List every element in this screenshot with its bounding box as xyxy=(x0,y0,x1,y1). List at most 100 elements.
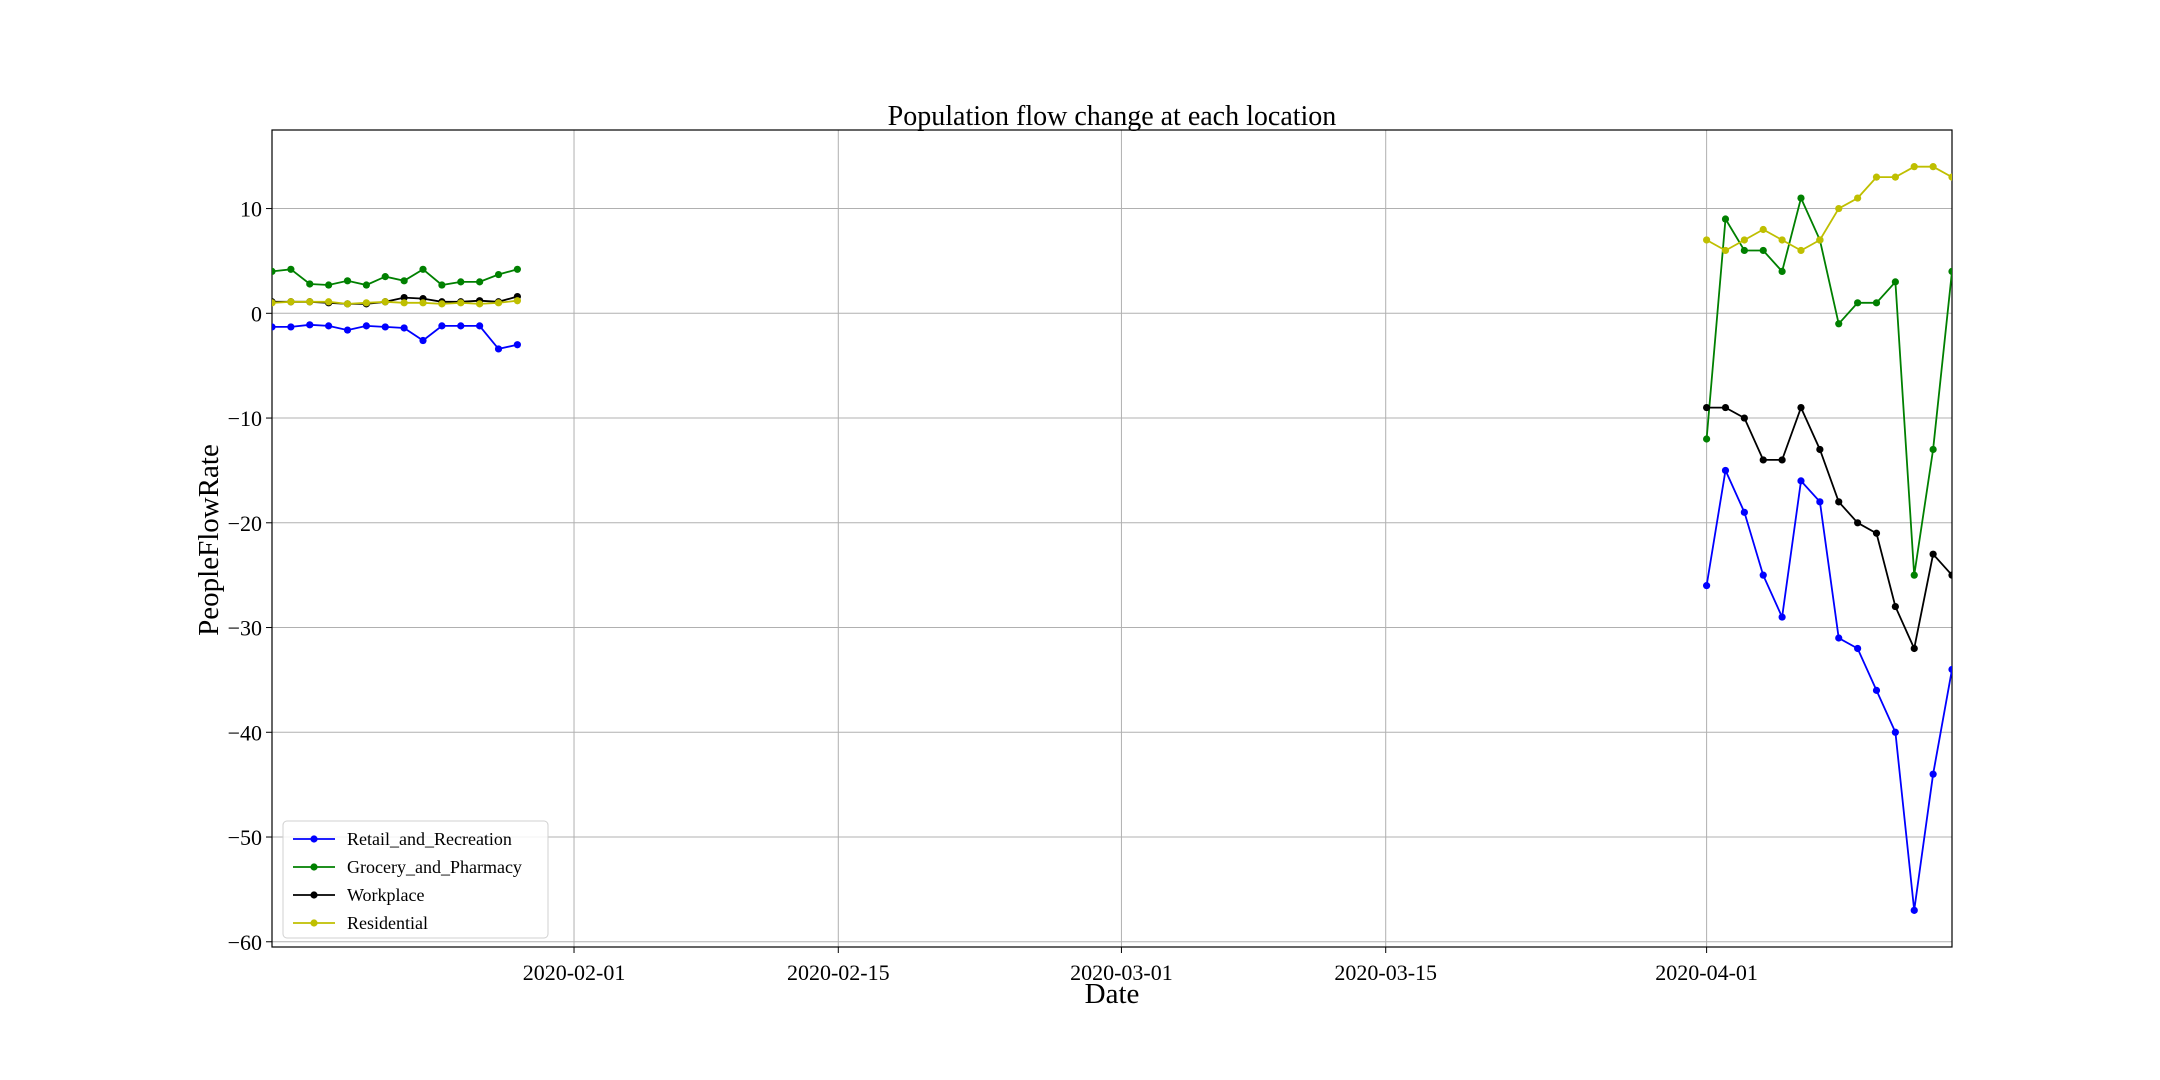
data-point xyxy=(1759,225,1767,234)
legend-label: Retail_and_Recreation xyxy=(347,829,512,849)
data-point xyxy=(1797,194,1805,202)
data-point xyxy=(419,299,427,307)
data-point xyxy=(306,280,314,288)
legend-swatch-marker xyxy=(310,891,318,899)
x-tick-label: 2020-03-15 xyxy=(1334,960,1437,985)
data-point xyxy=(1929,445,1937,454)
data-point xyxy=(1721,246,1730,255)
legend-item: Retail_and_Recreation xyxy=(293,829,512,849)
data-point xyxy=(1854,644,1862,653)
data-point xyxy=(476,300,484,308)
data-point xyxy=(494,299,503,307)
data-point xyxy=(1721,215,1730,223)
series-Workplace xyxy=(272,292,1952,653)
data-point xyxy=(513,341,521,349)
legend-frame xyxy=(282,820,549,939)
data-point xyxy=(1797,246,1805,255)
series-Retail_and_Recreation xyxy=(272,321,1952,914)
data-point xyxy=(1948,173,1952,181)
data-point xyxy=(1910,163,1918,171)
data-point xyxy=(306,298,314,306)
legend-label: Workplace xyxy=(347,885,425,905)
data-point xyxy=(1740,236,1748,244)
data-point xyxy=(1721,403,1730,412)
y-axis: 10 0 −10 −20 −30 −40 −50 −60 xyxy=(228,197,272,955)
data-point xyxy=(272,267,276,276)
data-point xyxy=(1948,665,1952,674)
data-point xyxy=(343,277,352,285)
data-point xyxy=(1854,299,1862,307)
data-point xyxy=(1740,508,1748,516)
data-point xyxy=(381,273,389,281)
y-tick-label: −10 xyxy=(228,406,262,431)
data-point xyxy=(1891,728,1899,736)
series-plot xyxy=(272,163,1952,914)
y-axis-label: PeopleFlowRate xyxy=(193,444,225,636)
series-Grocery_and_Pharmacy xyxy=(272,194,1952,579)
data-point xyxy=(1872,173,1881,181)
y-tick-label: −60 xyxy=(228,930,262,955)
data-point xyxy=(287,298,295,306)
data-point xyxy=(1872,299,1881,307)
x-axis: 2020-02-01 2020-02-15 2020-03-01 2020-03-15… xyxy=(523,947,1758,985)
y-tick-label: −50 xyxy=(228,825,262,850)
y-tick-label: −20 xyxy=(228,511,262,536)
chart-title: Population flow change at each location xyxy=(888,101,1337,132)
data-point xyxy=(1703,435,1711,443)
data-point xyxy=(457,278,465,286)
data-point xyxy=(1759,246,1767,255)
data-point xyxy=(1929,163,1937,171)
data-point xyxy=(1835,634,1843,642)
y-tick-label: 10 xyxy=(240,197,262,222)
data-point xyxy=(419,265,427,273)
legend-label: Grocery_and_Pharmacy xyxy=(347,857,522,877)
y-tick-label: −30 xyxy=(228,616,262,641)
data-point xyxy=(287,323,295,331)
data-point xyxy=(457,299,465,307)
data-point xyxy=(1910,906,1918,914)
data-point xyxy=(272,299,276,307)
data-point xyxy=(1835,498,1843,506)
legend-swatch-marker xyxy=(310,919,318,927)
data-point xyxy=(1891,602,1899,611)
data-point xyxy=(476,322,484,330)
data-point xyxy=(494,270,503,279)
data-point xyxy=(513,297,521,305)
x-tick-label: 2020-03-01 xyxy=(1070,960,1173,985)
data-point xyxy=(1835,204,1843,213)
data-point xyxy=(513,265,521,273)
data-point xyxy=(1891,173,1899,181)
data-point xyxy=(1854,194,1862,202)
data-point xyxy=(1929,770,1937,778)
plot-area-frame xyxy=(271,129,1953,948)
data-point xyxy=(1910,644,1918,653)
legend: Retail_and_Recreation Grocery_and_Pharmac… xyxy=(282,820,549,939)
data-point xyxy=(1872,686,1881,694)
data-point xyxy=(1797,477,1805,485)
grid xyxy=(272,130,1952,947)
data-point xyxy=(1816,498,1824,506)
legend-item: Workplace xyxy=(293,885,425,905)
data-point xyxy=(362,322,370,330)
data-point xyxy=(476,278,484,286)
data-point xyxy=(1703,236,1711,244)
series-line xyxy=(1705,195,1952,576)
data-point xyxy=(1854,519,1862,527)
data-point xyxy=(1816,445,1824,454)
data-point xyxy=(325,298,333,306)
data-point xyxy=(400,324,408,332)
data-point xyxy=(343,300,352,308)
data-point xyxy=(419,336,427,345)
series-Residential xyxy=(272,163,1952,308)
data-point xyxy=(438,322,446,330)
data-point xyxy=(1740,414,1748,422)
data-point xyxy=(1891,278,1899,286)
data-point xyxy=(494,345,503,353)
data-point xyxy=(1872,529,1881,537)
data-point xyxy=(1778,613,1786,621)
data-point xyxy=(1816,236,1824,244)
data-point xyxy=(343,326,352,334)
data-point xyxy=(1835,320,1843,328)
data-point xyxy=(1910,571,1918,579)
